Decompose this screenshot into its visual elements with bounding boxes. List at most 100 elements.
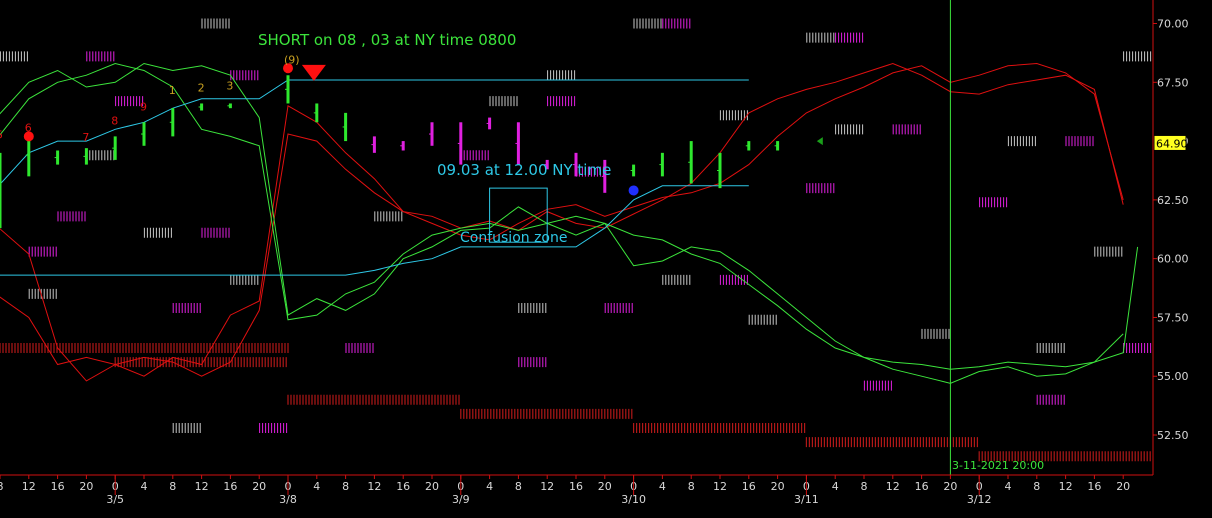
- stripe-marker: [806, 32, 835, 43]
- hist-band: [0, 343, 289, 354]
- y-tick-label: 70.00: [1157, 18, 1189, 31]
- stripe-marker: [259, 422, 288, 433]
- x-tick-label: 20: [252, 480, 266, 493]
- x-tick-label: 8: [861, 480, 868, 493]
- y-tick-label: 60.00: [1157, 253, 1189, 266]
- stripe-marker: [0, 51, 28, 62]
- stripe-marker: [835, 124, 864, 135]
- series-line: [0, 62, 1124, 384]
- signal-dot: [23, 131, 34, 142]
- x-tick-label: 8: [169, 480, 176, 493]
- entry-time-text: 09.03 at 12.00 NY time: [437, 161, 611, 179]
- stripe-marker: [662, 274, 691, 285]
- x-tick-label: 8: [342, 480, 349, 493]
- count-label: 1: [169, 84, 176, 97]
- stripe-marker: [28, 246, 57, 257]
- stripe-marker: [748, 314, 777, 325]
- x-tick-label: 16: [569, 480, 583, 493]
- stripe-marker: [662, 18, 691, 29]
- short-signal-text: SHORT on 08 , 03 at NY time 0800: [258, 31, 516, 49]
- x-tick-label: 12: [886, 480, 900, 493]
- stripe-marker: [115, 96, 144, 107]
- x-tick-label: 4: [659, 480, 666, 493]
- x-tick-label: 12: [1059, 480, 1073, 493]
- series-line: [0, 62, 1124, 377]
- stripe-marker: [1123, 51, 1152, 62]
- signal-dot: [283, 63, 293, 74]
- stripe-marker: [1094, 246, 1123, 257]
- x-tick-label: 12: [22, 480, 36, 493]
- stripe-marker: [172, 422, 201, 433]
- x-tick-label: 8: [0, 480, 4, 493]
- stripe-marker: [806, 183, 835, 194]
- stripe-marker: [374, 211, 403, 222]
- series-line: [0, 79, 749, 185]
- count-label: 5: [0, 129, 3, 142]
- stripe-marker: [172, 303, 201, 314]
- x-tick-label: 4: [313, 480, 320, 493]
- price-bars: [0, 75, 780, 229]
- stripe-marker: [518, 357, 547, 368]
- x-tick-label: 4: [141, 480, 148, 493]
- stripe-marker: [1065, 136, 1094, 147]
- hist-band: [978, 451, 1151, 462]
- y-tick-label: 62.50: [1157, 194, 1189, 207]
- stripe-marker: [719, 274, 748, 285]
- stripe-marker: [547, 96, 576, 107]
- x-tick-label: 8: [515, 480, 522, 493]
- stripe-marker: [547, 70, 576, 81]
- chart-markers: 5 6 7 8 9 1 2 3 (9): [0, 0, 951, 475]
- stripe-marker: [518, 303, 547, 314]
- histogram-bands: [0, 343, 1151, 462]
- x-tick-label: 12: [713, 480, 727, 493]
- date-label: 3/8: [279, 493, 297, 506]
- x-tick-label: 8: [1033, 480, 1040, 493]
- stripe-marker: [201, 18, 230, 29]
- hist-band: [633, 422, 806, 433]
- signal-dot: [628, 185, 639, 196]
- x-tick-label: 20: [425, 480, 439, 493]
- series-line: [0, 62, 1124, 382]
- series-lines: [0, 62, 1139, 384]
- count-label: 9: [140, 101, 147, 114]
- stripe-marker: [230, 274, 259, 285]
- x-tick-label: 20: [1116, 480, 1130, 493]
- x-tick-label: 16: [1087, 480, 1101, 493]
- y-tick-label: 52.50: [1157, 429, 1189, 442]
- series-line: [0, 185, 749, 276]
- small-arrow-icon: [816, 137, 823, 146]
- count-label: 3: [226, 79, 233, 92]
- confusion-zone-box: [489, 187, 548, 243]
- confusion-zone-label: Confusion zone: [460, 230, 568, 246]
- x-tick-label: 16: [51, 480, 65, 493]
- stripe-marker: [979, 197, 1008, 208]
- x-tick-label: 12: [367, 480, 381, 493]
- x-tick-label: 12: [540, 480, 554, 493]
- stripe-marker: [863, 380, 892, 391]
- stripe-marker: [892, 124, 921, 135]
- last-price-box: [1153, 134, 1187, 151]
- hist-band: [460, 408, 633, 419]
- x-tick-label: 20: [771, 480, 785, 493]
- stripe-marker: [921, 328, 950, 339]
- count-label: 2: [198, 82, 205, 95]
- vline-date-label: 3-11-2021 20:00: [952, 459, 1044, 472]
- stripe-marker: [604, 303, 633, 314]
- stripe-marker: [633, 18, 662, 29]
- date-label: 3/10: [621, 493, 646, 506]
- hist-band: [805, 437, 978, 448]
- stripe-marker: [1007, 136, 1036, 147]
- count-label: (9): [284, 53, 300, 66]
- sell-arrow-icon: [301, 64, 326, 81]
- x-tick-label: 20: [943, 480, 957, 493]
- date-label: 3/11: [794, 493, 819, 506]
- x-tick-label: 20: [598, 480, 612, 493]
- y-tick-label: 67.50: [1157, 76, 1189, 89]
- x-tick-label: 16: [396, 480, 410, 493]
- count-label: 7: [82, 131, 89, 144]
- stripe-marker: [1036, 343, 1065, 354]
- date-label: 3/9: [452, 493, 470, 506]
- date-label: 3/12: [967, 493, 992, 506]
